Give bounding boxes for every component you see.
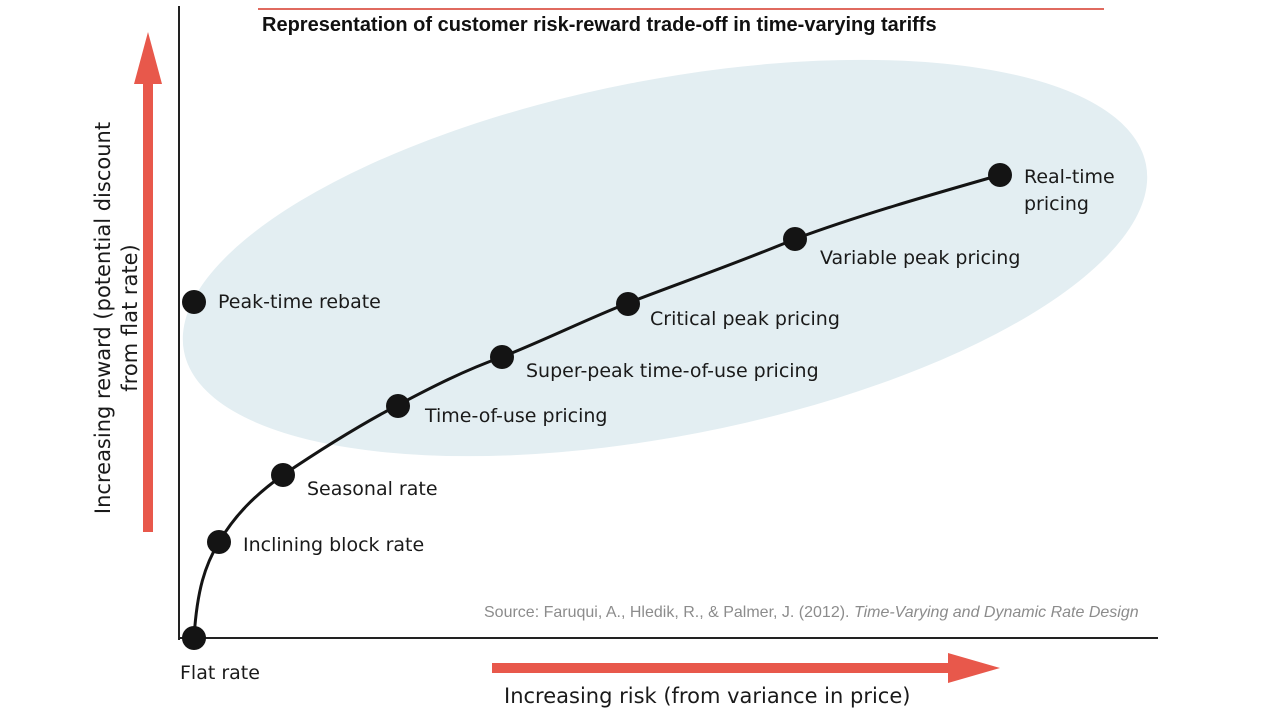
point-variable-peak-pricing bbox=[783, 227, 807, 251]
label-variable-peak-pricing: Variable peak pricing bbox=[820, 247, 1021, 269]
reward-arrow bbox=[134, 32, 162, 532]
label-peak-time-rebate: Peak-time rebate bbox=[218, 291, 381, 313]
diagram-title: Representation of customer risk-reward t… bbox=[262, 14, 937, 36]
y-axis-label: Increasing reward (potential discount fr… bbox=[91, 121, 142, 515]
label-seasonal-rate: Seasonal rate bbox=[307, 478, 438, 500]
point-time-of-use-pricing bbox=[386, 394, 410, 418]
point-real-time-pricing bbox=[988, 163, 1012, 187]
point-flat-rate bbox=[182, 626, 206, 650]
risk-arrow bbox=[492, 653, 1000, 683]
source-title: Time-Varying and Dynamic Rate Design bbox=[853, 604, 1139, 621]
label-real-time-pricing: Real-time pricing bbox=[1024, 166, 1115, 215]
dynamic-pricing-region bbox=[182, 59, 1148, 457]
source-citation: Source: Faruqui, A., Hledik, R., & Palme… bbox=[484, 604, 1139, 622]
label-inclining-block-rate: Inclining block rate bbox=[243, 534, 425, 556]
title-rule bbox=[258, 8, 1104, 10]
label-super-peak-tou-pricing: Super-peak time-of-use pricing bbox=[526, 360, 819, 382]
point-peak-time-rebate bbox=[182, 290, 206, 314]
point-seasonal-rate bbox=[271, 463, 295, 487]
point-super-peak-tou-pricing bbox=[490, 345, 514, 369]
label-time-of-use-pricing: Time-of-use pricing bbox=[425, 405, 608, 427]
source-prefix: Source: Faruqui, A., Hledik, R., & Palme… bbox=[484, 604, 850, 621]
label-critical-peak-pricing: Critical peak pricing bbox=[650, 308, 840, 330]
point-inclining-block-rate bbox=[207, 530, 231, 554]
point-critical-peak-pricing bbox=[616, 292, 640, 316]
label-flat-rate: Flat rate bbox=[180, 662, 260, 684]
x-axis-label: Increasing risk (from variance in price) bbox=[504, 684, 911, 708]
